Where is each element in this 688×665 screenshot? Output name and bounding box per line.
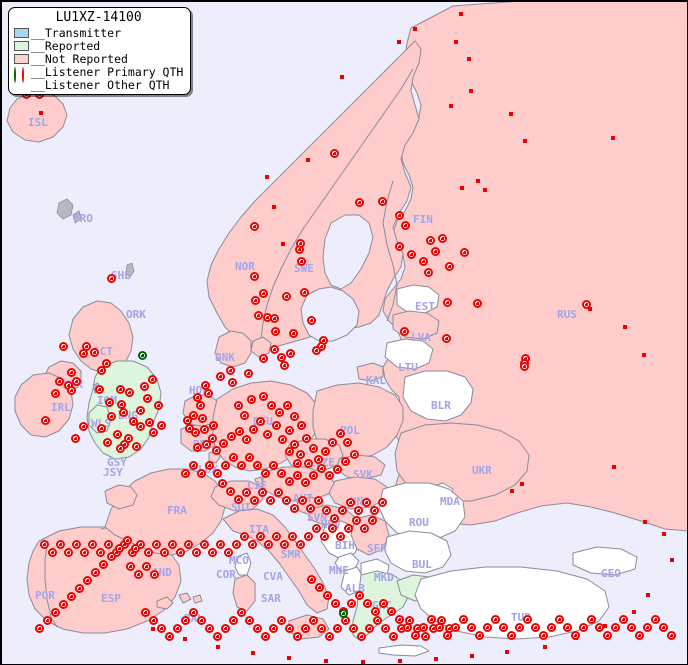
legend-label: __Listener Primary QTH — [31, 64, 184, 79]
legend-row: __Not Reported — [14, 51, 183, 66]
legend-label: __Reported — [31, 38, 101, 53]
legend-row: __Listener Other QTH — [14, 77, 183, 92]
legend-row: __Transmitter — [14, 25, 183, 40]
legend-color-swatch — [14, 40, 29, 51]
legend-rows: __Transmitter __Reported __Not Reported __L… — [14, 25, 184, 92]
legend-title: LU1XZ-14100 — [55, 10, 142, 25]
map-legend: LU1XZ-14100 __Transmitter __Reported __Not… — [8, 7, 192, 95]
legend-label: __Not Reported — [31, 51, 128, 66]
legend-qth-square-icons — [14, 80, 29, 90]
legend-label: __Transmitter — [31, 25, 122, 40]
legend-color-swatch — [14, 27, 29, 38]
legend-row: __Reported — [14, 38, 183, 53]
legend-row: __Listener Primary QTH — [14, 64, 184, 83]
legend-color-swatch — [14, 53, 29, 64]
legend-qth-circle-icons — [14, 66, 29, 83]
legend-label: __Listener Other QTH — [31, 77, 170, 92]
